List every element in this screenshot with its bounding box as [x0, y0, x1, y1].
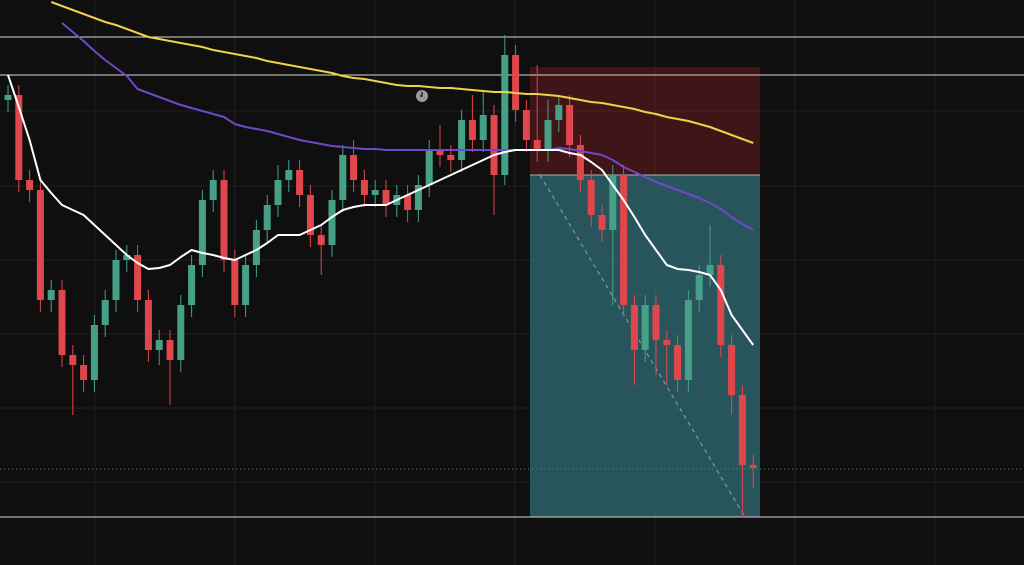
candle-body	[512, 55, 520, 110]
candle-body	[134, 255, 142, 300]
candle-body	[490, 115, 498, 175]
trade-path	[539, 174, 746, 518]
candle-body	[339, 155, 347, 200]
candle-body	[15, 95, 23, 180]
moving-average	[50, 1, 754, 144]
candle-body	[382, 190, 390, 205]
candle-body	[101, 300, 109, 325]
candle-body	[436, 150, 444, 155]
candle-body	[242, 265, 250, 305]
candle-body	[58, 290, 66, 355]
candle-body	[479, 115, 487, 140]
candle-body	[47, 290, 55, 300]
candle-body	[263, 205, 271, 230]
candle-body	[468, 120, 476, 140]
candle-body	[220, 180, 228, 260]
moving-averages	[7, 1, 755, 346]
candle-body	[252, 230, 260, 265]
candle-body	[360, 180, 368, 195]
candle-body	[317, 235, 325, 245]
candle-body	[177, 305, 185, 360]
moving-average	[7, 74, 755, 346]
candle-body	[69, 355, 77, 365]
stop-zone	[530, 67, 760, 175]
candle-body	[728, 345, 736, 395]
candle-body	[641, 305, 649, 350]
candle-body	[522, 110, 530, 140]
candle-body	[587, 180, 595, 215]
candle-body	[717, 265, 725, 345]
candle-body	[684, 300, 692, 380]
position-tool	[530, 67, 760, 518]
alert-icon	[416, 90, 428, 102]
candle-body	[296, 170, 304, 195]
candle-body	[188, 265, 196, 305]
candle-body	[166, 340, 174, 360]
candle-body	[90, 325, 98, 380]
alert-icon-hand	[420, 92, 423, 97]
candle-body	[609, 175, 617, 230]
candle-body	[36, 190, 44, 300]
candle-body	[501, 55, 509, 175]
candle-body	[414, 185, 422, 210]
candle-body	[144, 300, 152, 350]
candle-body	[576, 145, 584, 180]
candle-body	[620, 175, 628, 305]
candle-body	[425, 150, 433, 185]
candle-body	[458, 120, 466, 160]
candle-body	[123, 255, 131, 260]
candle-body	[371, 190, 379, 195]
candle-body	[630, 305, 638, 350]
candle-body	[447, 155, 455, 160]
candle-body	[695, 275, 703, 300]
candle-body	[404, 195, 412, 210]
candle-body	[306, 195, 314, 235]
moving-average	[61, 22, 754, 231]
candle-body	[350, 155, 358, 180]
levels	[0, 36, 1024, 518]
candle-body	[738, 395, 746, 465]
candle-body	[198, 200, 206, 265]
candle-body	[749, 465, 757, 468]
candle-body	[555, 105, 563, 120]
candle-body	[544, 120, 552, 150]
candle-body	[4, 95, 12, 100]
candle-body	[274, 180, 282, 205]
candle-body	[209, 180, 217, 200]
candle-body	[26, 180, 34, 190]
candle-body	[674, 345, 682, 380]
candle-body	[80, 365, 88, 380]
candle-body	[231, 260, 239, 305]
candle-body	[663, 340, 671, 345]
candle-body	[328, 200, 336, 245]
candle-body	[533, 140, 541, 150]
candles	[4, 35, 757, 517]
candle-body	[652, 305, 660, 340]
candle-body	[155, 340, 163, 350]
candle-body	[598, 215, 606, 230]
candle-body	[285, 170, 293, 180]
candle-body	[706, 265, 714, 275]
candle-body	[566, 105, 574, 145]
candle-body	[112, 260, 120, 300]
